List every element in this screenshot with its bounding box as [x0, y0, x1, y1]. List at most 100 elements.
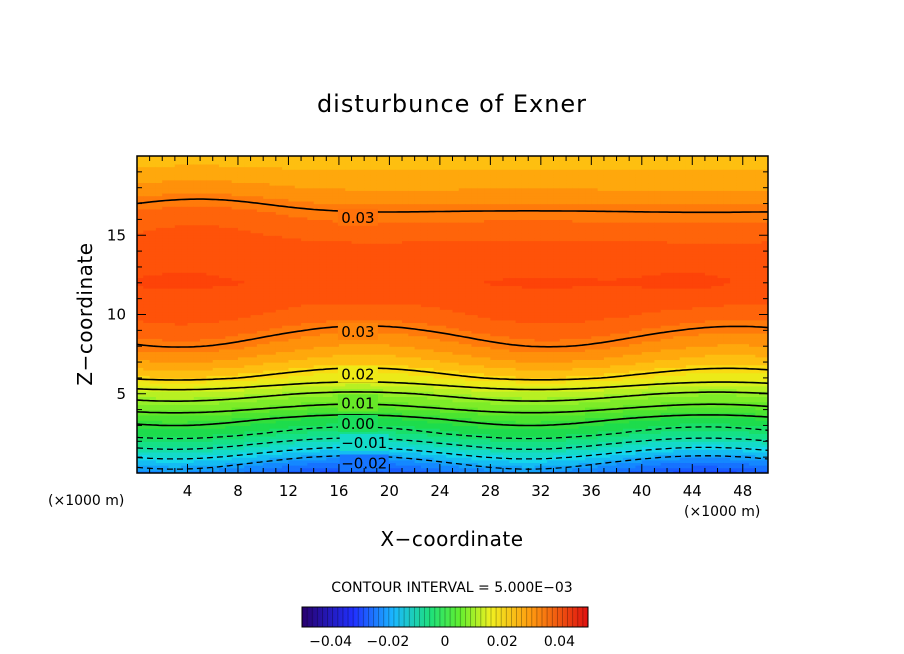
contour-cell: [187, 200, 195, 205]
contour-cell: [187, 301, 195, 305]
contour-cell: [181, 454, 189, 458]
contour-cell: [149, 314, 157, 318]
contour-cell: [162, 465, 170, 469]
contour-cell: [137, 367, 144, 371]
contour-cell: [187, 367, 195, 371]
contour-cell: [155, 282, 163, 287]
contour-cell: [168, 314, 176, 318]
contour-cell: [181, 343, 189, 347]
contour-cell: [162, 343, 170, 347]
contour-cell: [212, 301, 220, 305]
contour-cell: [181, 309, 189, 313]
contour-cell: [187, 216, 195, 220]
contour-cell: [200, 369, 208, 374]
contour-cell: [168, 330, 176, 334]
contour-cell: [187, 222, 195, 226]
contour-cell: [162, 311, 170, 316]
contour-cell: [206, 232, 214, 236]
contour-fill: [137, 156, 768, 473]
contour-cell: [174, 449, 182, 453]
contour-cell: [149, 327, 157, 331]
contour-cell: [143, 259, 151, 263]
contour-cell: [193, 174, 201, 178]
contour-cell: [155, 200, 163, 205]
contour-cell: [162, 161, 170, 165]
contour-cell: [137, 457, 144, 461]
contour-cell: [187, 325, 195, 329]
contour-cell: [137, 269, 144, 273]
contour-cell: [200, 259, 208, 263]
contour-cell: [137, 362, 144, 366]
contour-cell: [143, 354, 151, 358]
contour-cell: [212, 269, 220, 273]
contour-cell: [212, 206, 220, 210]
contour-cell: [168, 264, 176, 268]
contour-cell: [155, 256, 163, 260]
contour-cell: [174, 232, 182, 236]
contour-cell: [187, 348, 195, 353]
contour-cell: [181, 156, 189, 160]
contour-cell: [168, 296, 176, 300]
contour-cell: [143, 351, 151, 355]
contour-cell: [187, 269, 195, 273]
contour-cell: [155, 203, 163, 207]
contour-cell: [168, 406, 176, 411]
contour-cell: [168, 346, 176, 350]
contour-cell: [162, 470, 170, 473]
contour-cell: [212, 449, 220, 453]
contour-cell: [162, 335, 170, 339]
contour-cell: [206, 314, 214, 318]
contour-cell: [143, 206, 151, 210]
contour-cell: [155, 354, 163, 358]
contour-cell: [181, 338, 189, 342]
contour-cell: [162, 327, 170, 331]
contour-cell: [206, 330, 214, 334]
contour-cell: [181, 372, 189, 376]
contour-cell: [168, 288, 176, 292]
contour-cell: [174, 214, 182, 218]
contour-cell: [149, 385, 157, 390]
contour-cell: [206, 354, 214, 358]
contour-cell: [193, 391, 201, 395]
contour-cell: [193, 356, 201, 361]
contour-cell: [181, 425, 189, 429]
contour-cell: [174, 372, 182, 376]
contour-cell: [200, 327, 208, 331]
contour-cell: [174, 245, 182, 250]
contour-cell: [187, 335, 195, 339]
contour-cell: [137, 274, 144, 279]
contour-cell: [206, 351, 214, 355]
contour-cell: [162, 214, 170, 218]
contour-cell: [181, 364, 189, 368]
contour-cell: [155, 325, 163, 329]
contour-cell: [162, 211, 170, 215]
contour-cell: [143, 187, 151, 191]
contour-cell: [137, 383, 144, 387]
contour-cell: [143, 470, 151, 473]
contour-cell: [212, 462, 220, 466]
contour-cell: [206, 243, 214, 247]
contour-cell: [212, 169, 220, 173]
contour-cell: [143, 454, 151, 458]
contour-cell: [206, 401, 214, 405]
contour-cell: [187, 174, 195, 178]
contour-cell: [187, 420, 195, 424]
contour-cell: [193, 259, 201, 263]
contour-cell: [174, 211, 182, 215]
contour-cell: [193, 348, 201, 353]
contour-cell: [200, 356, 208, 361]
contour-cell: [212, 227, 220, 231]
contour-cell: [206, 214, 214, 218]
contour-cell: [212, 229, 220, 234]
contour-cell: [143, 235, 151, 239]
contour-cell: [193, 380, 201, 384]
contour-cell: [174, 409, 182, 413]
contour-cell: [187, 319, 195, 324]
contour-cell: [181, 348, 189, 353]
contour-cell: [200, 409, 208, 413]
contour-cell: [143, 198, 151, 202]
contour-cell: [181, 277, 189, 281]
contour-cell: [206, 296, 214, 300]
contour-cell: [200, 311, 208, 316]
contour-cell: [187, 454, 195, 458]
